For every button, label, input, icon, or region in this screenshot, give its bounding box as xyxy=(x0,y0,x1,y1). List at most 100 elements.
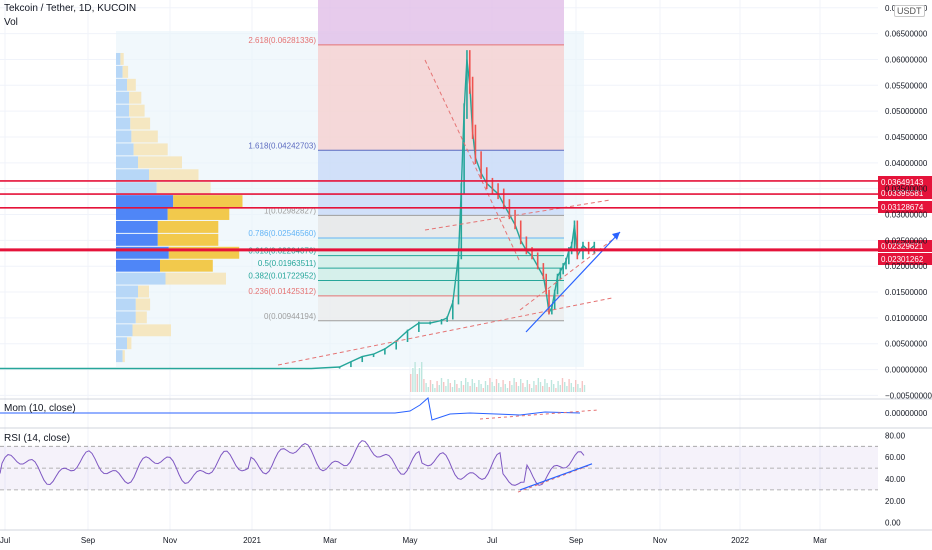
price-axis[interactable]: −0.00500000 0.00000000 0.00500000 0.0100000… xyxy=(878,0,932,401)
time-tick-label: Sep xyxy=(81,536,96,545)
time-tick-label: 2022 xyxy=(731,536,749,545)
volume-bar xyxy=(502,380,504,392)
volume-bar xyxy=(504,384,506,392)
fib-retracement: 2.618(0.06281336) 1.618(0.04242703) 1(0.02… xyxy=(248,0,564,322)
time-tick-label: May xyxy=(402,536,417,545)
time-axis[interactable]: Jul Sep Nov 2021 Mar May Jul Sep Nov 2022 Mar xyxy=(0,536,827,545)
rsi-line xyxy=(0,440,585,486)
price-tick-label: 0.04000000 xyxy=(885,159,928,168)
volume-bars xyxy=(410,362,586,392)
volume-bar xyxy=(449,383,451,392)
price-tick-label: 0.02500000 xyxy=(885,236,928,245)
vp-buy-bar xyxy=(116,182,157,195)
volume-bar xyxy=(520,379,522,392)
volume-bar xyxy=(414,362,416,392)
time-tick-label: Jul xyxy=(487,536,497,545)
price-tick-label: 0.02000000 xyxy=(885,262,928,271)
volume-bar xyxy=(471,379,473,392)
rsi-tick-label: 0.00 xyxy=(885,519,901,528)
trend-lines xyxy=(277,59,621,366)
volume-bar xyxy=(583,385,586,392)
volume-bar xyxy=(537,378,539,392)
rsi-trend-arrow xyxy=(519,463,593,491)
vp-sell-bar xyxy=(165,272,226,285)
volume-bar xyxy=(566,386,568,392)
momentum-pane: 0.00000000 xyxy=(0,397,932,421)
volume-bar xyxy=(550,380,553,392)
volume-bar xyxy=(528,384,531,392)
volume-bar xyxy=(421,362,423,392)
fib-level-label: 0.786(0.02546560) xyxy=(248,229,316,238)
volume-bar xyxy=(511,385,513,392)
rsi-legend: RSI (14, close) xyxy=(4,433,71,444)
trend-line-support xyxy=(277,297,613,366)
volume-bar xyxy=(557,381,559,392)
volume-bar xyxy=(581,381,583,392)
level-price-tag xyxy=(878,176,932,188)
price-tick-label: 0.01500000 xyxy=(885,288,928,297)
vp-buy-bar xyxy=(116,220,158,233)
vp-buy-bar xyxy=(116,65,123,78)
vp-sell-bar xyxy=(149,169,199,182)
volume-bar xyxy=(469,386,471,392)
price-tick-label: 0.03500000 xyxy=(885,185,928,194)
price-tick-label: 0.05000000 xyxy=(885,107,928,116)
vp-buy-bar xyxy=(116,91,130,104)
vp-sell-bar xyxy=(138,285,149,298)
volume-bar xyxy=(515,382,517,392)
volume-bar xyxy=(495,379,498,392)
volume-bar xyxy=(423,379,425,392)
time-tick-label: 2021 xyxy=(243,536,261,545)
volume-bar xyxy=(546,383,548,392)
volume-bar xyxy=(482,388,484,392)
currency-badge[interactable]: USDT xyxy=(894,5,925,17)
vp-sell-bar xyxy=(131,130,158,143)
volume-bar xyxy=(575,380,577,392)
vp-buy-bar xyxy=(116,285,138,298)
volume-bar xyxy=(438,385,440,392)
volume-bar xyxy=(506,388,509,392)
volume-bar xyxy=(487,385,489,392)
vp-buy-bar xyxy=(116,350,123,363)
volume-bar xyxy=(418,368,421,392)
fib-zone-top xyxy=(318,0,564,45)
rsi-trend-line xyxy=(517,465,589,493)
vp-sell-bar xyxy=(167,208,230,220)
vp-buy-bar xyxy=(116,143,134,156)
fib-zone-1 xyxy=(318,215,564,238)
volume-bar xyxy=(489,378,491,392)
vp-buy-bar xyxy=(116,298,136,311)
vp-buy-bar xyxy=(116,169,149,182)
vp-buy-bar xyxy=(116,52,121,65)
vp-buy-bar xyxy=(116,272,166,285)
price-tick-label: 0.03000000 xyxy=(885,211,928,220)
volume-bar xyxy=(434,388,436,392)
time-tick-label: Mar xyxy=(813,536,827,545)
trend-line-rising xyxy=(519,239,613,311)
volume-bar xyxy=(535,385,537,392)
rsi-pane: 0.00 20.00 40.00 60.00 80.00 xyxy=(0,427,932,531)
fib-level-label: 2.618(0.06281336) xyxy=(248,36,316,45)
vp-sell-bar xyxy=(157,220,219,233)
volume-legend: Vol xyxy=(4,17,18,28)
volume-bar xyxy=(476,387,478,392)
volume-bar xyxy=(577,384,579,392)
trend-arrow-head xyxy=(612,232,620,240)
vp-buy-bar xyxy=(116,259,160,272)
fib-level-label: 0.236(0.01425312) xyxy=(248,287,316,296)
fib-level-label: 0(0.00944194) xyxy=(264,312,316,321)
volume-bar xyxy=(454,380,456,392)
volume-bar xyxy=(572,387,575,392)
volume-bar xyxy=(445,386,447,392)
vp-sell-bar xyxy=(120,52,124,65)
volume-bar xyxy=(524,387,526,392)
vp-sell-bar xyxy=(122,350,125,363)
volume-bar xyxy=(456,384,458,392)
volume-bar xyxy=(432,384,434,392)
volume-bar xyxy=(498,383,500,392)
volume-bar xyxy=(447,379,449,392)
vp-buy-bar xyxy=(116,195,174,208)
vp-buy-bar xyxy=(116,117,131,130)
volume-bar xyxy=(493,386,495,392)
